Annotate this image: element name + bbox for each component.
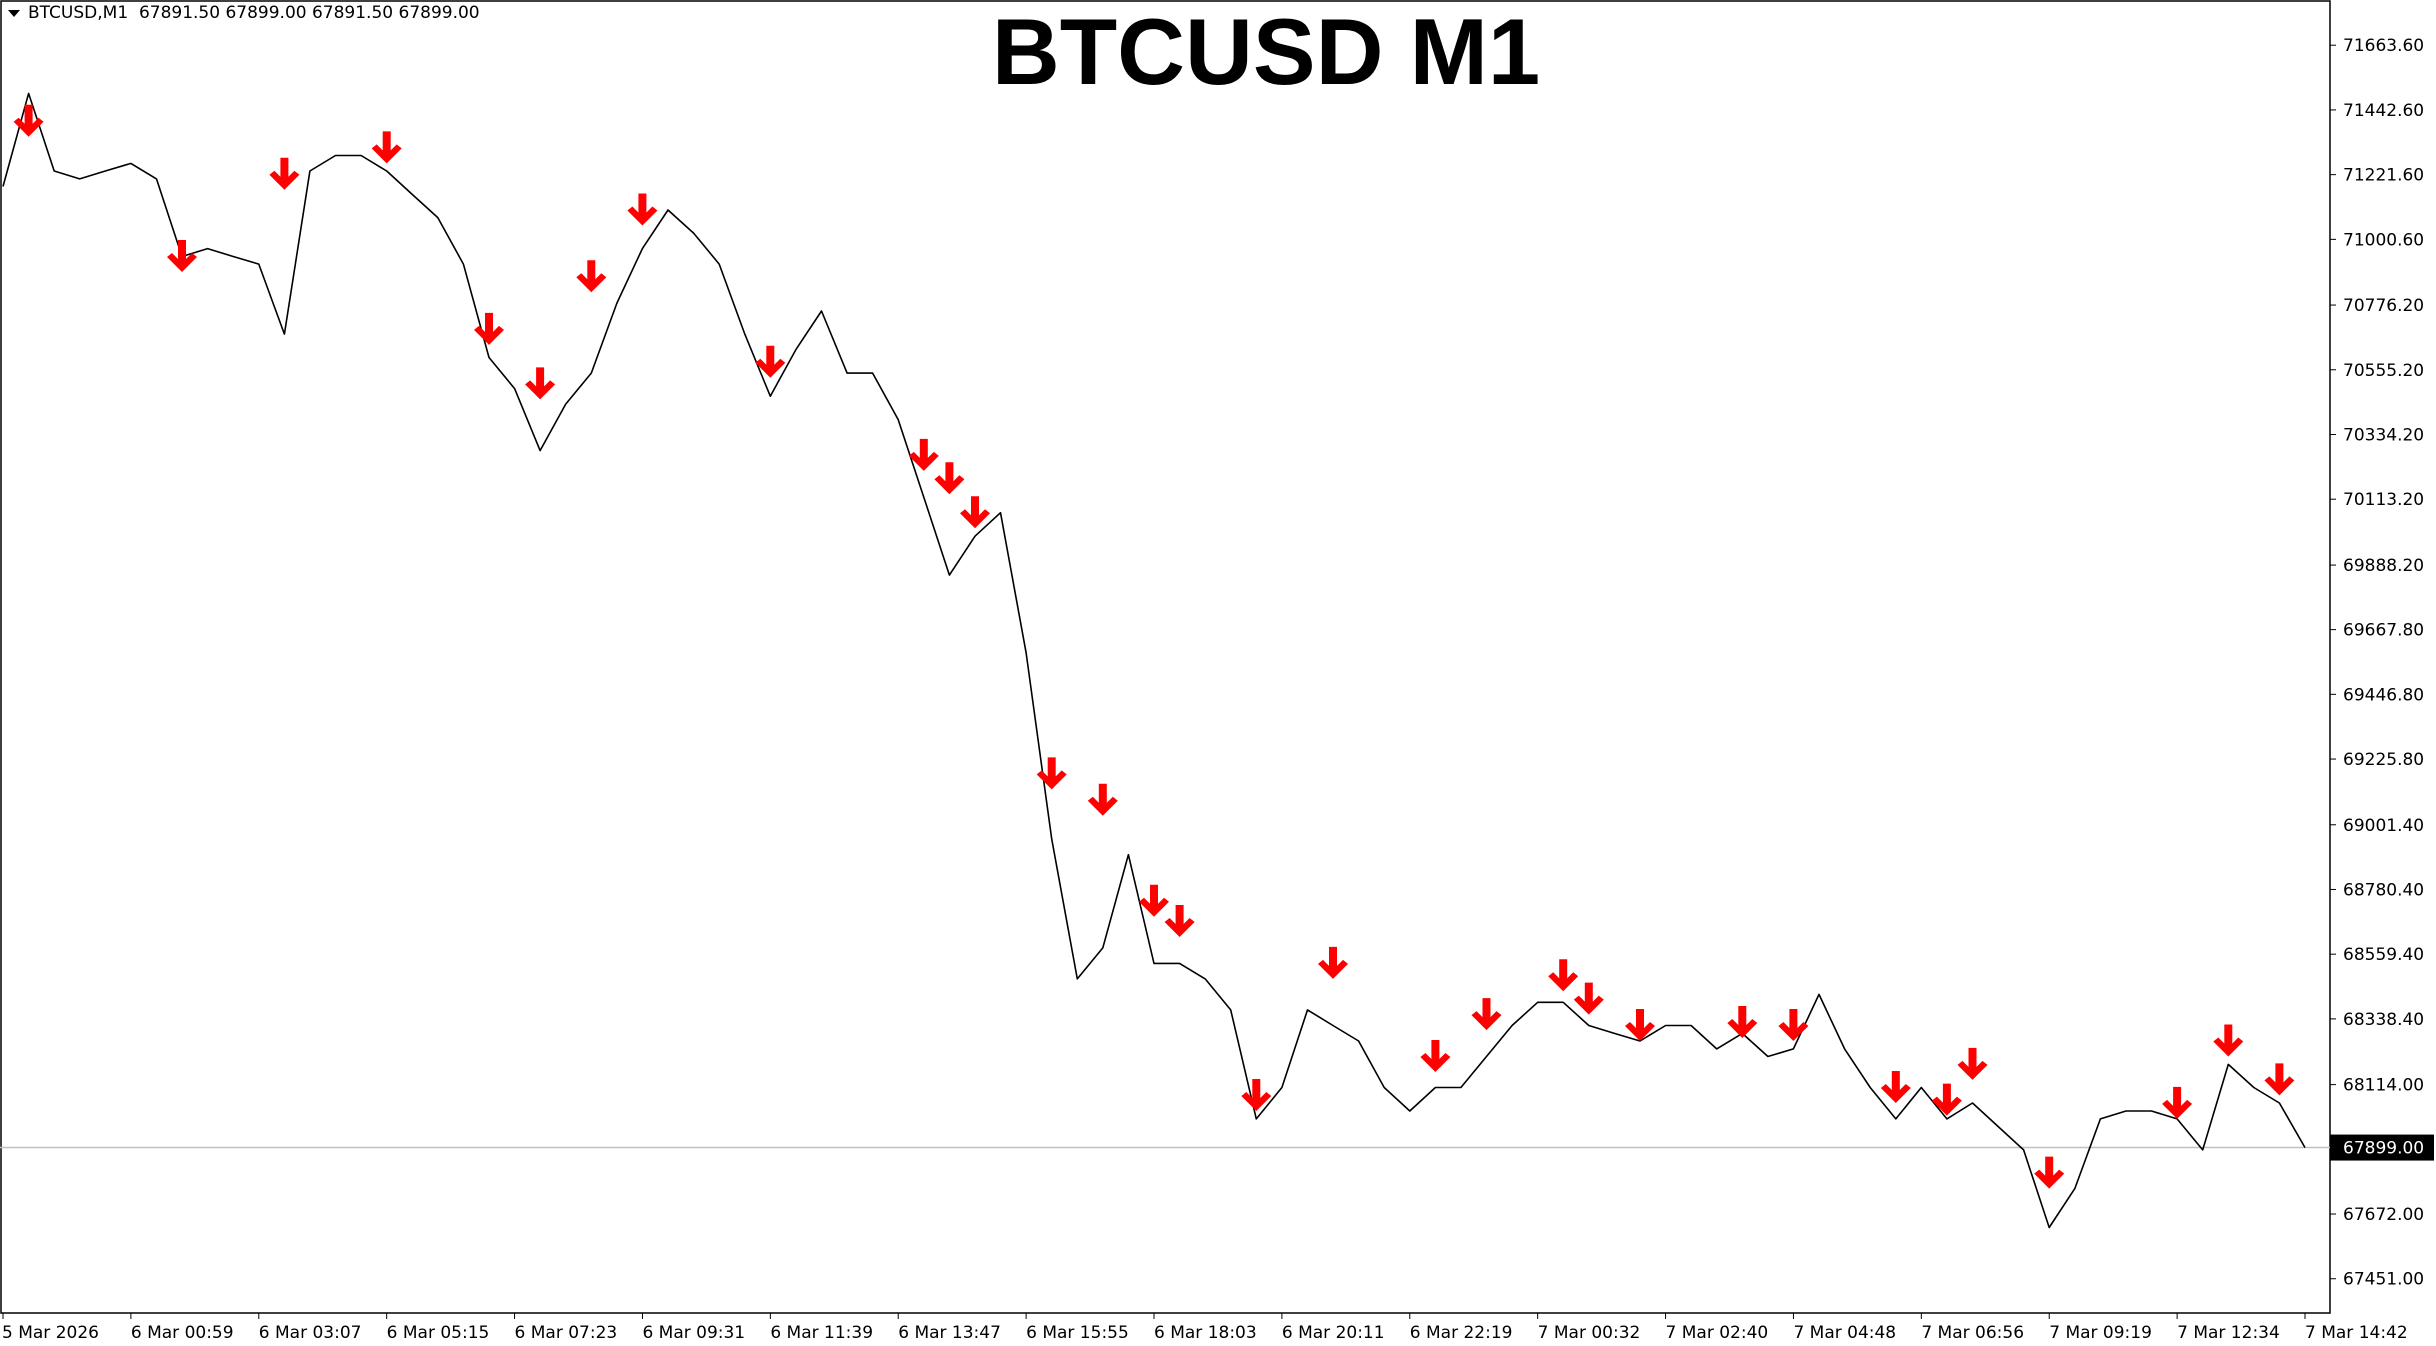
x-tick-label: 6 Mar 00:59 [131,1323,234,1343]
plot-frame [0,0,2331,1314]
signal-arrow [13,104,44,137]
x-tick-label: 7 Mar 06:56 [1921,1323,2024,1343]
x-tick-label: 6 Mar 05:15 [387,1323,490,1343]
x-tick-label: 6 Mar 07:23 [515,1323,618,1343]
signal-arrow [474,312,504,345]
signal-arrow [576,260,607,293]
y-tick-label: 67451.00 [2343,1270,2424,1290]
x-tick-label: 6 Mar 13:47 [898,1323,1001,1343]
signal-arrow [1471,998,1502,1031]
x-tick-label: 6 Mar 22:19 [1410,1323,1513,1343]
y-tick-label: 68780.40 [2343,880,2424,900]
x-tick-label: 6 Mar 15:55 [1026,1323,1129,1343]
signal-arrow [1931,1083,1962,1116]
signal-arrow [167,240,197,272]
signal-arrow [1573,982,1604,1015]
signal-arrow [525,367,556,400]
signal-arrow [371,131,402,164]
signal-arrow [755,345,786,378]
y-tick-label: 69225.80 [2343,750,2424,770]
signal-arrow [1164,905,1195,937]
signal-arrow [1880,1071,1911,1103]
signal-arrow [1957,1047,1988,1080]
signal-arrow [1087,783,1118,816]
signal-arrow [269,157,300,190]
chart-header: BTCUSD,M1 67891.50 67899.00 67891.50 678… [28,3,480,23]
signal-arrow [627,193,658,226]
y-tick-label: 68114.00 [2343,1076,2424,1096]
y-tick-label: 70776.20 [2343,296,2424,316]
y-tick-label: 69446.80 [2343,685,2424,705]
symbol-menu-icon[interactable] [8,10,20,17]
signal-arrow [2034,1156,2065,1189]
x-tick-label: 5 Mar 2026 [2,1323,99,1343]
signal-arrow [1548,959,1579,992]
y-tick-label: 71663.60 [2343,36,2424,56]
signal-arrow [1778,1009,1809,1041]
y-tick-label: 70113.20 [2343,490,2424,510]
current-price-box [2330,1134,2434,1161]
y-tick-label: 71221.60 [2343,166,2424,186]
signal-arrow [2264,1063,2295,1096]
x-tick-label: 7 Mar 14:42 [2305,1323,2408,1343]
signal-arrow [1241,1079,1272,1111]
x-tick-label: 6 Mar 20:11 [1282,1323,1385,1343]
x-tick-label: 6 Mar 11:39 [770,1323,873,1343]
y-tick-label: 68338.40 [2343,1010,2424,1030]
y-tick-label: 70555.20 [2343,361,2424,381]
x-tick-label: 7 Mar 12:34 [2177,1323,2280,1343]
signal-arrow [1139,884,1169,917]
x-tick-label: 7 Mar 04:48 [1793,1323,1896,1343]
x-tick-label: 7 Mar 02:40 [1666,1323,1769,1343]
y-tick-label: 71000.60 [2343,230,2424,250]
signal-arrow [1318,946,1348,979]
y-tick-label: 70334.20 [2343,425,2424,445]
x-tick-label: 6 Mar 03:07 [259,1323,362,1343]
x-tick-label: 6 Mar 09:31 [642,1323,745,1343]
current-price-label: 67899.00 [2343,1139,2424,1159]
chart-title: BTCUSD M1 [992,0,1540,104]
y-tick-label: 69667.80 [2343,621,2424,641]
y-tick-label: 68559.40 [2343,945,2424,965]
x-tick-label: 7 Mar 09:19 [2049,1323,2152,1343]
y-tick-label: 69888.20 [2343,556,2424,576]
y-tick-label: 67672.00 [2343,1205,2424,1225]
signal-arrow [1420,1040,1451,1072]
signal-arrow [960,496,990,529]
signal-arrow [908,438,939,471]
signal-arrow [1727,1006,1758,1038]
signal-arrow [2213,1024,2244,1057]
price-line [2,92,2306,1229]
signal-arrow [934,462,965,495]
signal-arrow [2162,1086,2193,1119]
signal-arrow [1036,757,1067,790]
x-tick-label: 6 Mar 18:03 [1154,1323,1257,1343]
x-tick-label: 7 Mar 00:32 [1538,1323,1641,1343]
signal-arrow [1625,1009,1655,1041]
y-tick-label: 69001.40 [2343,816,2424,836]
y-tick-label: 71442.60 [2343,101,2424,121]
